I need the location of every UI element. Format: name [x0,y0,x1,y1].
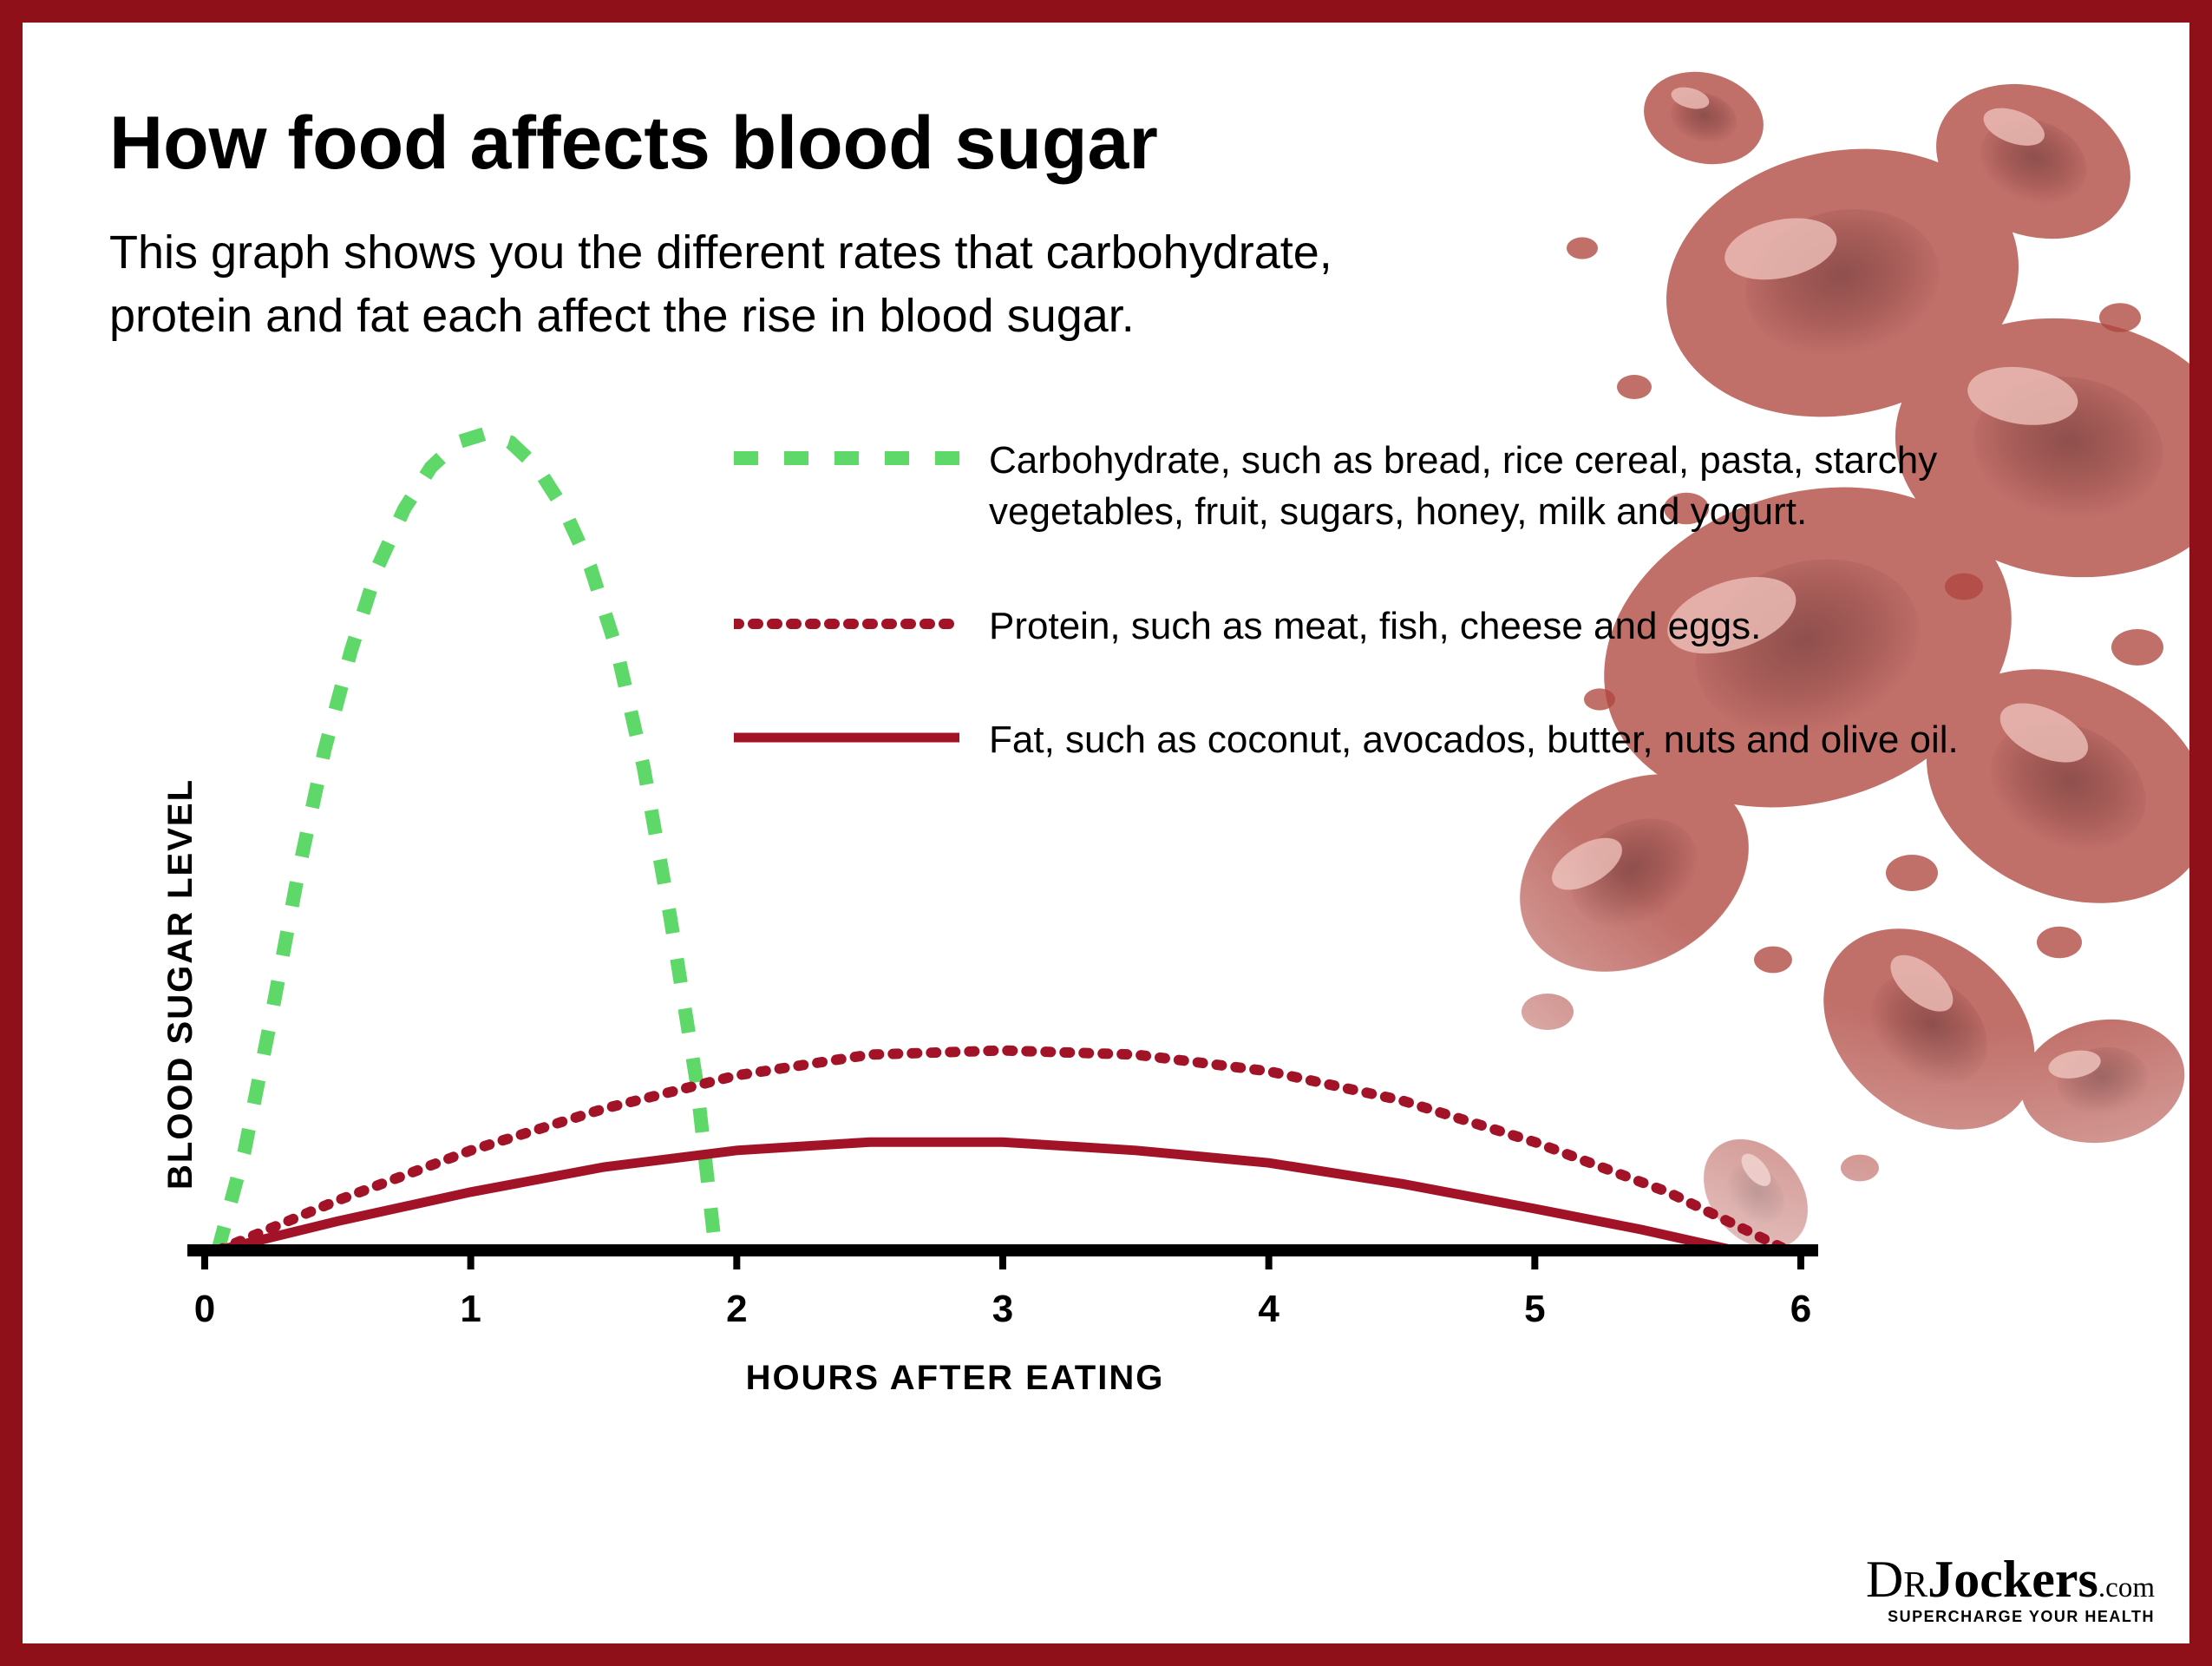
attribution-brand: DrJockers.com [1866,1553,2155,1605]
legend-swatch-fat [734,725,959,751]
infographic-frame: How food affects blood sugar This graph … [0,0,2212,1666]
x-tick-label: 3 [992,1288,1013,1331]
legend-text-protein: Protein, such as meat, fish, cheese and … [989,600,1761,652]
series-carbohydrate [218,434,716,1250]
x-tick-label: 4 [1258,1288,1279,1331]
x-axis-ticks: 0 1 2 3 4 5 6 [109,1281,1836,1333]
legend-item-carbohydrate: Carbohydrate, such as bread, rice cereal… [734,435,2052,538]
x-tick-label: 0 [194,1288,215,1331]
attribution-tagline: SUPERCHARGE YOUR HEALTH [1866,1609,2155,1624]
y-axis-label: BLOOD SUGAR LEVEL [161,778,200,1190]
attribution: DrJockers.com SUPERCHARGE YOUR HEALTH [1866,1553,2155,1624]
x-axis-label: HOURS AFTER EATING [109,1359,1801,1398]
chart-container: BLOOD SUGAR LEVEL Carbohydrate, such as … [109,417,2103,1398]
x-tick-label: 1 [460,1288,481,1331]
page-title: How food affects blood sugar [109,101,2103,187]
series-protein [218,1050,1787,1250]
x-tick-label: 6 [1790,1288,1811,1331]
legend-text-fat: Fat, such as coconut, avocados, butter, … [989,714,1959,765]
legend-text-carbohydrate: Carbohydrate, such as bread, rice cereal… [989,435,2052,538]
legend-item-protein: Protein, such as meat, fish, cheese and … [734,600,2052,652]
legend-swatch-protein [734,611,959,637]
legend-item-fat: Fat, such as coconut, avocados, butter, … [734,714,2052,765]
x-tick-label: 5 [1524,1288,1545,1331]
x-tick-label: 2 [726,1288,747,1331]
page-subtitle: This graph shows you the different rates… [109,221,1454,348]
legend-swatch-carbohydrate [734,445,959,471]
chart-legend: Carbohydrate, such as bread, rice cereal… [734,435,2052,766]
